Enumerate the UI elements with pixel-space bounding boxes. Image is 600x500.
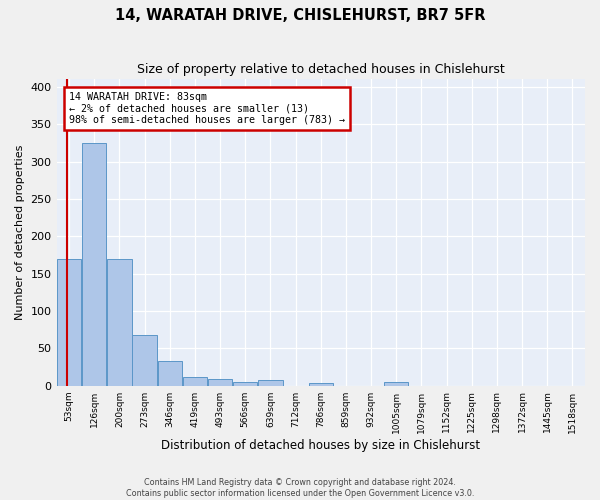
- Bar: [107, 258, 131, 386]
- Bar: [158, 361, 182, 386]
- Bar: [82, 143, 106, 386]
- Title: Size of property relative to detached houses in Chislehurst: Size of property relative to detached ho…: [137, 62, 505, 76]
- Bar: [183, 378, 207, 386]
- X-axis label: Distribution of detached houses by size in Chislehurst: Distribution of detached houses by size …: [161, 440, 481, 452]
- Bar: [133, 335, 157, 386]
- Text: Contains HM Land Registry data © Crown copyright and database right 2024.
Contai: Contains HM Land Registry data © Crown c…: [126, 478, 474, 498]
- Bar: [258, 380, 283, 386]
- Bar: [384, 382, 409, 386]
- Y-axis label: Number of detached properties: Number of detached properties: [15, 145, 25, 320]
- Bar: [208, 379, 232, 386]
- Bar: [308, 384, 333, 386]
- Bar: [233, 382, 257, 386]
- Text: 14, WARATAH DRIVE, CHISLEHURST, BR7 5FR: 14, WARATAH DRIVE, CHISLEHURST, BR7 5FR: [115, 8, 485, 22]
- Bar: [57, 258, 82, 386]
- Text: 14 WARATAH DRIVE: 83sqm
← 2% of detached houses are smaller (13)
98% of semi-det: 14 WARATAH DRIVE: 83sqm ← 2% of detached…: [69, 92, 345, 126]
